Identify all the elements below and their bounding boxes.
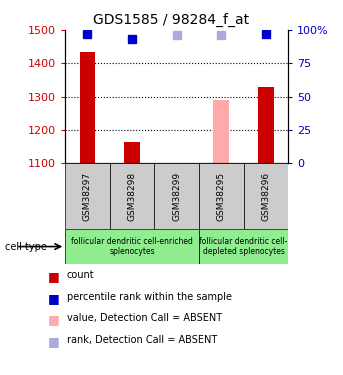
Text: value, Detection Call = ABSENT: value, Detection Call = ABSENT xyxy=(67,314,222,324)
Bar xyxy=(213,100,229,163)
Bar xyxy=(199,163,244,229)
Text: count: count xyxy=(67,270,95,280)
Bar xyxy=(244,163,288,229)
Bar xyxy=(199,229,288,264)
Text: GSM38299: GSM38299 xyxy=(172,171,181,220)
Text: rank, Detection Call = ABSENT: rank, Detection Call = ABSENT xyxy=(67,335,217,345)
Bar xyxy=(80,52,95,163)
Text: follicular dendritic cell-enriched
splenocytes: follicular dendritic cell-enriched splen… xyxy=(71,237,193,256)
Bar xyxy=(258,87,274,163)
Text: GSM38297: GSM38297 xyxy=(83,171,92,220)
Bar xyxy=(65,163,110,229)
Bar xyxy=(110,163,154,229)
Bar xyxy=(154,163,199,229)
Text: follicular dendritic cell-
depleted splenocytes: follicular dendritic cell- depleted sple… xyxy=(199,237,288,256)
Bar xyxy=(124,142,140,163)
Text: GSM38296: GSM38296 xyxy=(261,171,270,220)
Text: cell type: cell type xyxy=(5,242,47,252)
Text: percentile rank within the sample: percentile rank within the sample xyxy=(67,292,232,302)
Bar xyxy=(65,229,199,264)
Text: ■: ■ xyxy=(48,292,60,305)
Text: ■: ■ xyxy=(48,314,60,327)
Text: ■: ■ xyxy=(48,270,60,283)
Text: GSM38295: GSM38295 xyxy=(217,171,226,220)
Text: GSM38298: GSM38298 xyxy=(128,171,137,220)
Text: ■: ■ xyxy=(48,335,60,348)
Text: GDS1585 / 98284_f_at: GDS1585 / 98284_f_at xyxy=(93,13,250,27)
